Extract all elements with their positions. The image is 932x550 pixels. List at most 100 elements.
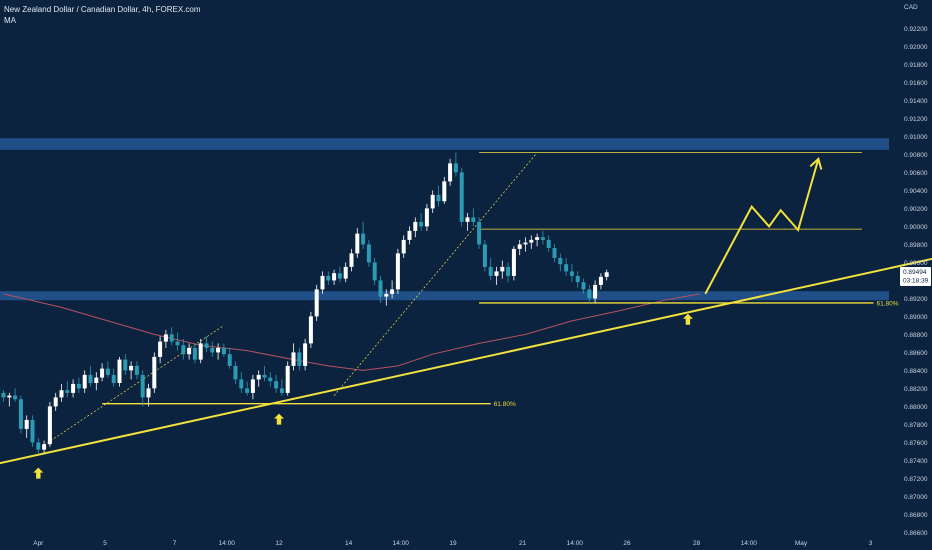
sr-zone (0, 138, 889, 150)
y-axis-tick-label: 0.86800 (904, 512, 928, 519)
projection-path[interactable] (704, 158, 820, 295)
x-axis-tick-label: 3 (869, 540, 873, 547)
candle (465, 217, 470, 222)
candle (413, 221, 418, 231)
candle (390, 289, 395, 294)
candle (314, 289, 319, 317)
y-axis-tick-label: 0.88200 (904, 386, 928, 393)
candle (59, 390, 64, 398)
candle (88, 374, 93, 383)
candle (366, 244, 371, 263)
candle (71, 383, 76, 393)
last-price-box (900, 266, 931, 286)
y-axis-tick-label: 0.87400 (904, 458, 928, 465)
candle (419, 221, 424, 227)
candle (500, 266, 505, 272)
projection-arrowhead (809, 157, 823, 170)
y-axis-tick-label: 0.88800 (904, 332, 928, 339)
y-axis-tick-label: 0.92000 (904, 44, 928, 51)
candle (297, 352, 302, 366)
candle (24, 419, 29, 429)
candle (488, 266, 493, 276)
currency-label: CAD (904, 4, 918, 11)
candle (320, 275, 325, 290)
candle (140, 374, 145, 398)
y-axis-tick-label: 0.89800 (904, 242, 928, 249)
candle (285, 365, 290, 393)
y-axis-tick-label: 0.90200 (904, 206, 928, 213)
candle (529, 239, 534, 243)
candle (401, 239, 406, 254)
up-arrow-icon (274, 413, 284, 425)
candle (424, 208, 429, 227)
candle (378, 280, 383, 297)
candle (30, 419, 35, 443)
sr-zone (0, 291, 889, 301)
x-axis-tick-label: 14:00 (741, 540, 758, 547)
candle (42, 444, 47, 450)
candle (181, 345, 186, 355)
candle (7, 395, 12, 398)
candle (395, 253, 400, 290)
candle (134, 365, 139, 375)
y-axis-tick-label: 0.91000 (904, 134, 928, 141)
x-axis-tick-label: 28 (693, 540, 701, 547)
candle (587, 289, 592, 299)
y-axis-tick-label: 0.90400 (904, 188, 928, 195)
candle (552, 248, 557, 258)
candle (274, 381, 279, 389)
fib-dashed-line[interactable] (43, 325, 225, 446)
candle-countdown: 03:18:39 (903, 277, 929, 284)
y-axis-tick-label: 0.89200 (904, 296, 928, 303)
candle (355, 233, 360, 254)
candle (581, 282, 586, 290)
candle (332, 273, 337, 281)
candle (169, 334, 174, 342)
candle (152, 356, 157, 389)
candle (337, 273, 342, 279)
candle (540, 237, 545, 240)
candle (448, 163, 453, 182)
candle (117, 359, 122, 383)
candle (384, 293, 389, 297)
candle (65, 390, 70, 393)
y-axis-tick-label: 0.89600 (904, 260, 928, 267)
candle (146, 388, 151, 398)
y-axis-tick-label: 0.91200 (904, 116, 928, 123)
candle (598, 276, 603, 285)
candle (430, 194, 435, 209)
candle (407, 230, 412, 240)
candle (123, 359, 128, 371)
candle (239, 379, 244, 389)
y-axis-tick-label: 0.88000 (904, 404, 928, 411)
candle (163, 334, 168, 342)
x-axis-tick-label: 19 (449, 540, 457, 547)
candle (575, 275, 580, 283)
x-axis-tick-label: 14 (345, 540, 353, 547)
y-axis-tick-label: 0.91800 (904, 62, 928, 69)
candle (558, 257, 563, 265)
fib-level-label: 61.80% (877, 300, 899, 307)
x-axis-tick-label: 12 (275, 540, 283, 547)
x-axis-tick-label: 26 (623, 540, 631, 547)
indicator-label[interactable]: MA (4, 16, 16, 25)
candle (372, 262, 377, 281)
candle (326, 275, 331, 281)
trendline[interactable] (0, 255, 932, 465)
candle (349, 253, 354, 267)
x-axis-tick-label: May (795, 540, 808, 547)
candle (94, 377, 99, 383)
candle (604, 272, 609, 277)
candle (546, 239, 551, 248)
candle (105, 368, 110, 375)
y-axis-tick-label: 0.92200 (904, 26, 928, 33)
fib-dashed-line[interactable] (333, 152, 538, 396)
y-axis-tick-label: 0.88600 (904, 350, 928, 357)
y-axis-tick-label: 0.91600 (904, 80, 928, 87)
candle (442, 181, 447, 202)
y-axis-tick-label: 0.89000 (904, 314, 928, 321)
candle (569, 271, 574, 276)
y-axis-tick-label: 0.91400 (904, 98, 928, 105)
moving-average-line (3, 293, 700, 371)
